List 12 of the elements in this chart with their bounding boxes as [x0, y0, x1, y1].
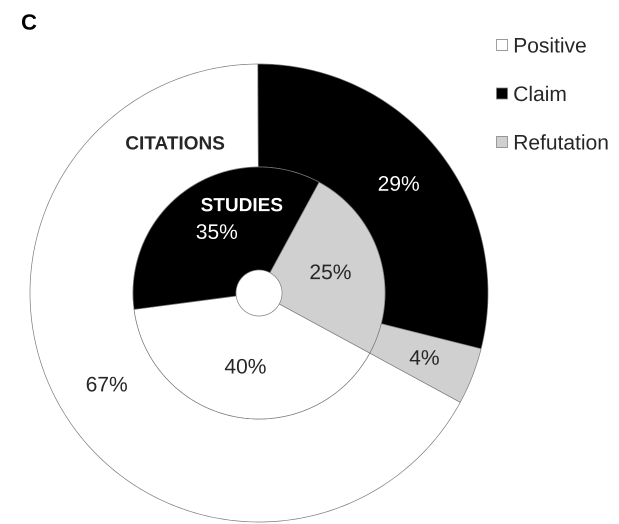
slice-label: STUDIES: [201, 198, 282, 212]
legend-label: Refutation: [514, 134, 608, 150]
legend-label: Positive: [514, 37, 586, 53]
chart-title: C: [22, 14, 36, 30]
data-label: 4%: [410, 350, 439, 365]
data-label: 25%: [310, 264, 351, 280]
data-label: 35%: [196, 224, 238, 240]
data-label: 29%: [378, 176, 419, 191]
slice-label: CITATIONS: [126, 136, 224, 150]
data-label: 67%: [86, 376, 127, 392]
data-label: 40%: [224, 358, 266, 374]
legend-label: Claim: [514, 86, 566, 102]
